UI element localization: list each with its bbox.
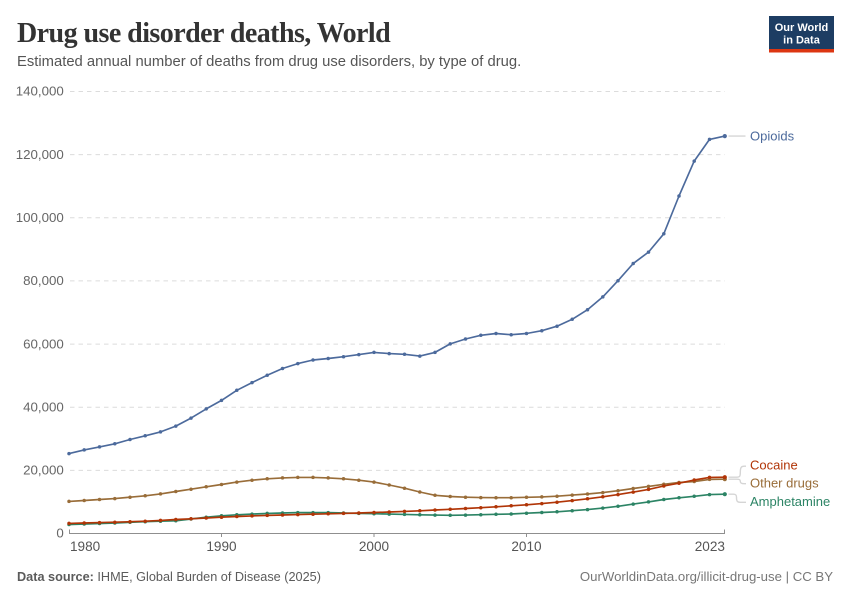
svg-text:1990: 1990 (206, 539, 237, 554)
svg-text:100,000: 100,000 (16, 210, 64, 225)
svg-text:OurWorldinData.org/illicit-dru: OurWorldinData.org/illicit-drug-use | CC… (580, 569, 833, 584)
svg-text:140,000: 140,000 (16, 84, 64, 99)
svg-text:60,000: 60,000 (23, 336, 64, 351)
svg-text:0: 0 (56, 526, 63, 541)
svg-text:Opioids: Opioids (750, 129, 795, 144)
svg-text:Estimated annual number of dea: Estimated annual number of deaths from d… (17, 54, 521, 70)
svg-text:2000: 2000 (359, 539, 390, 554)
svg-text:Our World: Our World (775, 22, 829, 34)
svg-text:Amphetamine: Amphetamine (750, 494, 830, 509)
svg-text:1980: 1980 (70, 539, 101, 554)
svg-text:80,000: 80,000 (23, 273, 64, 288)
svg-text:40,000: 40,000 (23, 399, 64, 414)
svg-text:Cocaine: Cocaine (750, 458, 798, 473)
svg-text:in Data: in Data (783, 34, 821, 46)
svg-text:Other drugs: Other drugs (750, 475, 819, 490)
svg-text:Data source: IHME, Global Burd: Data source: IHME, Global Burden of Dise… (17, 570, 321, 584)
svg-text:2023: 2023 (695, 539, 725, 554)
svg-text:2010: 2010 (511, 539, 542, 554)
svg-text:120,000: 120,000 (16, 147, 64, 162)
svg-text:20,000: 20,000 (23, 463, 64, 478)
svg-text:Drug use disorder deaths, Worl: Drug use disorder deaths, World (17, 18, 391, 49)
